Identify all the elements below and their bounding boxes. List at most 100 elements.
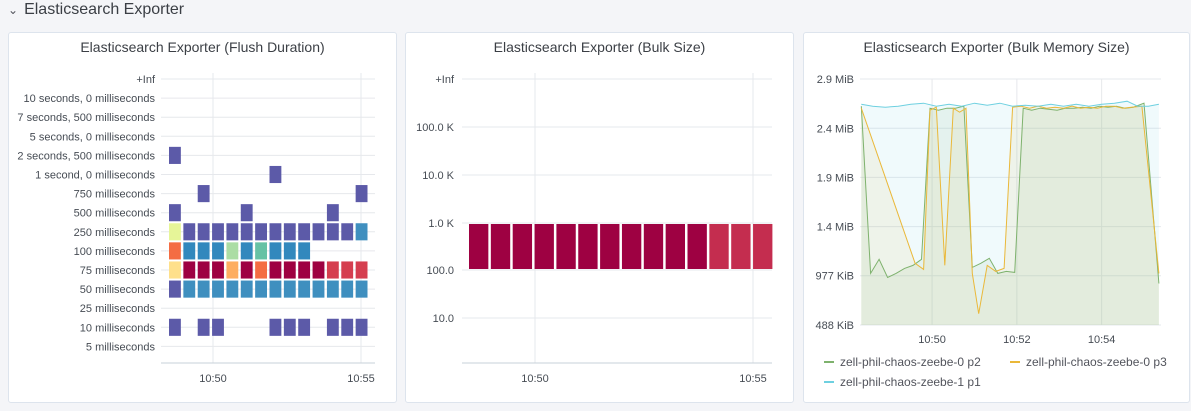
y-tick-label: 250 milliseconds [74,227,156,239]
heatmap-cell [556,224,576,269]
heatmap-cell [341,318,354,336]
heatmap-cell [326,223,339,241]
legend-swatch [824,361,834,363]
x-tick-label: 10:52 [1003,334,1031,346]
x-tick-label: 10:50 [521,373,549,385]
legend-swatch [824,381,834,383]
row-header[interactable]: ⌄ Elasticsearch Exporter [8,0,184,20]
y-tick-label: +Inf [136,74,156,86]
panel-title[interactable]: Elasticsearch Exporter (Flush Duration) [80,39,325,55]
series-line [860,105,1160,314]
heatmap-cell [226,261,239,279]
heatmap-cell [326,261,339,279]
heatmap-cell [709,224,729,269]
heatmap-cell [240,280,253,298]
heatmap-cell [183,280,196,298]
heatmap-cell [355,261,368,279]
y-tick-label: 10.0 [433,313,454,325]
heatmap-cell [341,261,354,279]
legend-item[interactable]: zell-phil-chaos-zeebe-0 p2 [824,355,981,369]
panel-title[interactable]: Elasticsearch Exporter (Bulk Size) [493,39,706,55]
heatmap-cell [269,318,282,336]
heatmap-cell [298,318,311,336]
panel-bulk-memory[interactable]: Elasticsearch Exporter (Bulk Memory Size… [803,32,1190,403]
heatmap-cell [687,224,707,269]
y-tick-label: 10 seconds, 0 milliseconds [24,93,156,105]
heatmap-cell [169,204,181,222]
series-line [861,100,1159,108]
heatmap-cell [169,318,181,336]
heatmap-cell [197,280,210,298]
y-tick-label: 5 milliseconds [86,341,156,353]
heatmap-cell [269,280,282,298]
flush-heatmap: 5 milliseconds 10 milliseconds 25 millisec… [17,73,375,385]
heatmap-cell [183,223,196,241]
panel-flush-duration[interactable]: Elasticsearch Exporter (Flush Duration) … [8,32,397,403]
heatmap-cell [197,223,210,241]
heatmap-cell [643,224,664,269]
panel-bulk-size[interactable]: Elasticsearch Exporter (Bulk Size) 10.0 1… [405,32,794,403]
heatmap-cell [621,224,642,269]
heatmap-cell [341,280,354,298]
y-tick-label: 5 seconds, 0 milliseconds [30,131,156,143]
heatmap-cell [600,224,620,269]
y-tick-label: 1.9 MiB [817,172,854,184]
y-tick-label: 25 milliseconds [80,303,156,315]
panel-title[interactable]: Elasticsearch Exporter (Bulk Memory Size… [863,39,1130,55]
heatmap-cell [255,280,267,298]
x-tick-label: 10:54 [1088,334,1116,346]
row-title[interactable]: Elasticsearch Exporter [24,1,185,18]
heatmap-cell [269,242,282,260]
heatmap-cell [240,223,253,241]
heatmap-cell [469,224,489,269]
y-tick-label: 750 milliseconds [74,189,156,201]
y-tick-label: 2 seconds, 500 milliseconds [17,150,155,162]
heatmap-cell [283,318,296,336]
heatmap-cell [240,204,253,222]
heatmap-cell [212,280,224,298]
legend-label[interactable]: zell-phil-chaos-zeebe-0 p2 [840,355,981,369]
legend-item[interactable]: zell-phil-chaos-zeebe-0 p3 [1010,355,1167,369]
heatmap-cell [341,223,354,241]
legend-item[interactable]: zell-phil-chaos-zeebe-1 p1 [824,375,981,389]
x-tick-label: 10:55 [739,373,767,385]
heatmap-cell [298,261,311,279]
heatmap-cell [240,242,253,260]
x-tick-label: 10:50 [918,334,946,346]
y-tick-label: 2.4 MiB [817,123,854,135]
y-tick-label: 1.4 MiB [817,222,854,234]
heatmap-cell [534,224,554,269]
heatmap-cell [212,223,224,241]
heatmap-cell [183,242,196,260]
heatmap-cell [731,224,751,269]
legend-swatch [1010,361,1020,363]
x-tick-label: 10:50 [199,373,227,385]
heatmap-cell [226,242,239,260]
heatmap-cell [512,224,533,269]
heatmap-cell [197,261,210,279]
heatmap-cell [169,261,181,279]
heatmap-cell [183,261,196,279]
chevron-down-icon[interactable]: ⌄ [8,3,19,17]
series-area [861,106,1159,325]
heatmap-cell [197,185,210,203]
heatmap-cell [169,146,181,164]
legend-label[interactable]: zell-phil-chaos-zeebe-1 p1 [840,375,981,389]
heatmap-cell [197,242,210,260]
heatmap-cell [269,223,282,241]
y-tick-label: 488 KiB [815,320,854,332]
x-tick-label: 10:55 [347,373,375,385]
heatmap-cell [283,280,296,298]
legend-label[interactable]: zell-phil-chaos-zeebe-0 p3 [1026,355,1167,369]
y-tick-label: 75 milliseconds [80,265,156,277]
heatmap-cell [226,280,239,298]
heatmap-cell [255,242,267,260]
heatmap-cell [298,223,311,241]
heatmap-cell [169,242,181,260]
heatmap-cell [578,224,598,269]
series-area [861,101,1159,325]
y-tick-label: 2.9 MiB [817,74,854,86]
heatmap-cell [326,204,339,222]
heatmap-cell [312,261,325,279]
heatmap-cell [355,280,368,298]
